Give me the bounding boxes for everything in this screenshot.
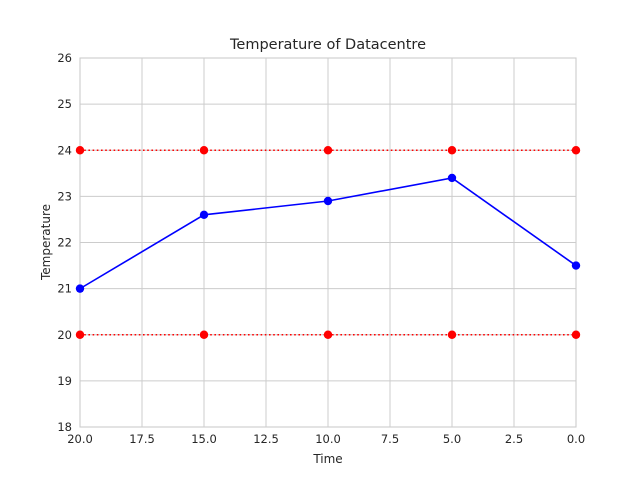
y-tick-label: 26 — [57, 51, 72, 65]
y-tick-label: 20 — [57, 328, 72, 342]
x-tick-label: 2.5 — [505, 432, 523, 446]
y-tick-label: 22 — [57, 236, 72, 250]
data-point-lower-limit — [199, 330, 209, 339]
data-point-upper-limit — [571, 146, 581, 155]
data-point-upper-limit — [323, 146, 333, 155]
x-tick-label: 12.5 — [253, 432, 279, 446]
y-tick-label: 24 — [57, 143, 72, 157]
y-axis-label: Temperature — [39, 204, 53, 281]
data-point-lower-limit — [447, 330, 457, 339]
series-upper-limit — [75, 146, 581, 155]
data-point-measured-temperature — [75, 284, 85, 293]
data-point-measured-temperature — [199, 210, 209, 220]
grid-lines — [79, 57, 577, 428]
plot-frame — [79, 57, 577, 428]
x-tick-label: 7.5 — [381, 432, 399, 446]
data-point-upper-limit — [75, 146, 85, 155]
data-point-lower-limit — [571, 330, 581, 339]
data-point-upper-limit — [199, 146, 209, 155]
series-measured-temperature — [75, 173, 581, 293]
y-tick-label: 18 — [57, 420, 72, 434]
y-tick-label: 23 — [57, 189, 72, 203]
y-tick-label: 21 — [57, 282, 72, 296]
data-point-measured-temperature — [323, 196, 333, 206]
x-tick-label: 20.0 — [67, 432, 93, 446]
y-tick-labels: 18 19 20 21 22 23 24 25 26 — [57, 51, 72, 434]
series-lower-limit — [75, 330, 581, 339]
y-tick-label: 19 — [57, 374, 72, 388]
data-point-measured-temperature — [571, 261, 581, 270]
x-tick-label: 5.0 — [443, 432, 461, 446]
y-tick-label: 25 — [57, 97, 72, 111]
x-tick-label: 17.5 — [129, 432, 155, 446]
data-point-measured-temperature — [447, 173, 457, 183]
chart-title: Temperature of Datacentre — [229, 37, 426, 53]
data-point-lower-limit — [323, 330, 333, 339]
x-tick-label: 15.0 — [191, 432, 217, 446]
x-tick-label: 0.0 — [567, 432, 585, 446]
data-point-lower-limit — [75, 330, 85, 339]
x-tick-labels: 20.0 17.5 15.0 12.5 10.0 7.5 5.0 2.5 0.0 — [67, 432, 585, 446]
x-axis-label: Time — [312, 452, 342, 466]
series-layer — [75, 146, 581, 339]
x-tick-label: 10.0 — [315, 432, 341, 446]
data-point-upper-limit — [447, 146, 457, 155]
